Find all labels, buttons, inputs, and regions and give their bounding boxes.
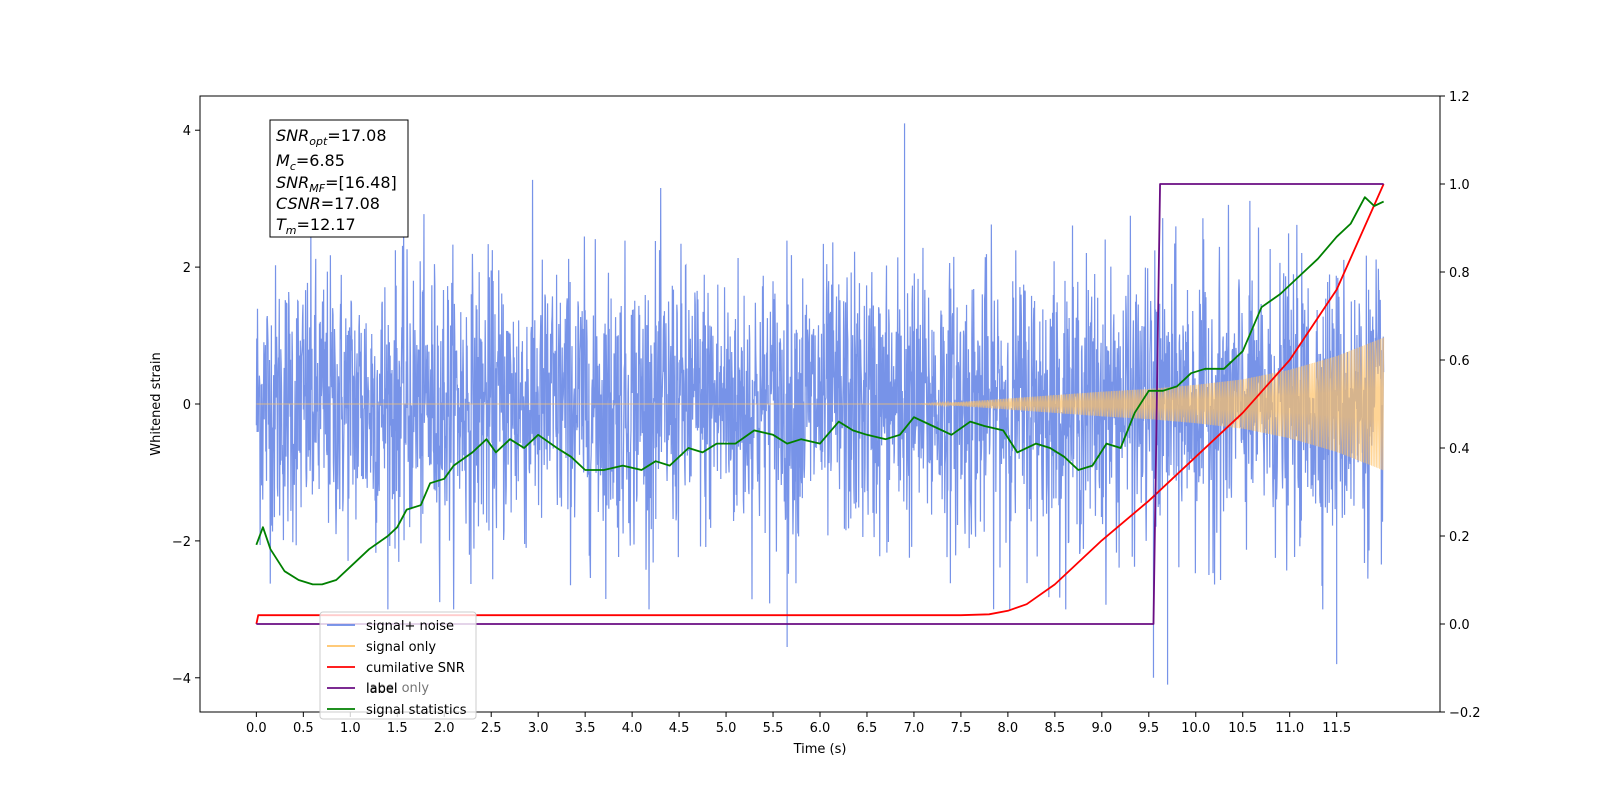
x-tick-label: 2.0 [434,721,455,736]
x-tick-label: 0.5 [293,721,314,736]
series-signal-only [256,337,1385,471]
y-tick-label-left: 0 [183,398,191,413]
series-label [256,183,1384,625]
x-tick-label: 8.5 [1045,721,1066,736]
axes: 0.0 0.5 1.0 1.5 2.0 2.5 3.0 3.5 4.0 4.5 5.0 5.5 6.0 6… [172,90,1481,736]
series-cumilative-snr [255,183,1385,625]
legend-label: label [366,682,397,697]
annotation-line: SNRopt=17.08 [276,126,387,148]
y-tick-label-left: −2 [172,535,191,550]
legend-frame [319,611,477,720]
x-tick-label: 4.0 [622,721,643,736]
x-tick-label: 10.0 [1181,721,1210,736]
x-tick-label: 6.0 [810,721,831,736]
x-tick-label: 7.0 [904,721,925,736]
y-tick-label-right: 0.2 [1449,530,1470,545]
x-tick-label: 4.5 [669,721,690,736]
legend: label only signal+ noise signal only cumila… [319,611,477,720]
y-tick-label-left: 2 [183,261,191,276]
x-tick-label: 3.0 [528,721,549,736]
legend-label: signal+ noise [366,619,454,634]
x-tick-label: 3.5 [575,721,596,736]
x-tick-label: 1.5 [387,721,408,736]
annotation-frame [269,119,409,238]
x-axis-label: Time (s) [793,742,847,757]
annotation-line: Mc=6.85 [276,151,345,173]
x-tick-label: 9.5 [1138,721,1159,736]
x-tick-label: 6.5 [857,721,878,736]
y-axis-label-left: Whitened strain [149,352,164,455]
legend-label: signal only [366,640,436,655]
x-tick-label: 7.5 [951,721,972,736]
x-tick-label: 10.5 [1228,721,1257,736]
y-tick-label-right: 0.4 [1449,442,1470,457]
y-tick-label-left: −4 [172,672,191,687]
annotation-line: CSNR=17.08 [276,194,380,213]
y-tick-label-right: 0.6 [1449,354,1470,369]
x-tick-label: 9.0 [1091,721,1112,736]
series-signal-noise [255,123,1385,685]
plot-area [255,123,1385,685]
x-tick-label: 11.0 [1275,721,1304,736]
x-tick-label: 11.5 [1322,721,1351,736]
legend-label: cumilative SNR [366,661,465,676]
y-tick-label-left: 4 [183,124,191,139]
y-tick-label-right: 1.0 [1449,178,1470,193]
x-tick-label: 5.5 [763,721,784,736]
annotation-line: Tm=12.17 [276,215,356,237]
legend-label: signal statistics [366,703,467,718]
y-tick-label-right: −0.2 [1449,706,1481,721]
y-tick-label-right: 1.2 [1449,90,1470,105]
y-tick-label-right: 0.8 [1449,266,1470,281]
x-tick-label: 2.5 [481,721,502,736]
x-tick-label: 0.0 [246,721,267,736]
x-tick-label: 8.0 [998,721,1019,736]
x-tick-label: 5.0 [716,721,737,736]
y-tick-label-right: 0.0 [1449,618,1470,633]
annotation-line: SNRMF=[16.48] [276,173,397,195]
series-signal-statistics [255,196,1385,586]
legend-ghost-text: label only [366,681,429,696]
annotation-box: SNRopt=17.08 Mc=6.85SNRMF=[16.48]CSNR=17.… [269,119,409,238]
x-tick-label: 1.0 [340,721,361,736]
